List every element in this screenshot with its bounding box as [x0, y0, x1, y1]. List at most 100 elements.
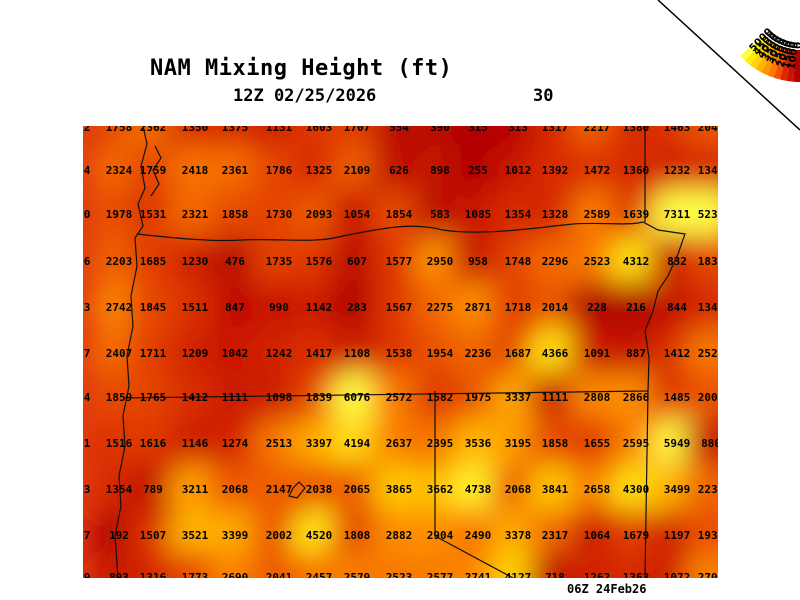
- heat-cell: [329, 234, 385, 290]
- grid-value: 1360: [623, 164, 650, 177]
- grid-value: 3499: [664, 483, 691, 496]
- grid-value: 1685: [140, 255, 167, 268]
- grid-value: 1758: [106, 126, 133, 134]
- legend-label: 1000: [787, 41, 800, 70]
- heat-cell: [450, 508, 506, 564]
- grid-value: 1111: [542, 391, 569, 404]
- coastline: [114, 126, 148, 578]
- oregon-idaho-border: [642, 221, 686, 392]
- heat-cell: [207, 508, 263, 564]
- grid-value: 626: [389, 164, 409, 177]
- heat-cell: [125, 550, 181, 578]
- grid-value: 2523: [584, 255, 611, 268]
- heat-cell: [329, 187, 385, 243]
- heat-field: [91, 126, 718, 578]
- grid-value: 2093: [306, 208, 333, 221]
- grid-value: 1858: [222, 208, 249, 221]
- grid-value: 1839: [306, 391, 333, 404]
- heat-cell: [608, 187, 664, 243]
- grid-value: 2882: [386, 529, 413, 542]
- grid-value: 4194: [344, 437, 371, 450]
- heat-cell: [371, 370, 427, 426]
- grid-value: 2236: [465, 347, 492, 360]
- heat-cell: [527, 143, 583, 199]
- grid-value: 1773: [182, 571, 209, 578]
- heat-cell: [207, 416, 263, 472]
- heat-cell: [683, 370, 718, 426]
- heat-cell: [125, 234, 181, 290]
- heat-cell: [608, 234, 664, 290]
- heat-cell: [450, 280, 506, 336]
- legend-wedge: [761, 44, 781, 76]
- grid-value: 2490: [465, 529, 492, 542]
- heat-cell: [167, 416, 223, 472]
- grid-edge-value: 4: [84, 164, 91, 177]
- grid-value: 192: [109, 529, 129, 542]
- grid-value: 1111: [222, 391, 249, 404]
- grid-value: 2741: [465, 571, 492, 578]
- grid-value: 2065: [344, 483, 371, 496]
- valid-time: 12Z 02/25/2026: [233, 86, 377, 106]
- grid-value: 2579: [344, 571, 371, 578]
- grid-value: 4312: [623, 255, 650, 268]
- grid-value: 847: [225, 301, 245, 314]
- grid-value: 1808: [344, 529, 371, 542]
- heat-cell: [569, 462, 625, 518]
- grid-value: 1859: [106, 391, 133, 404]
- grid-value: 315: [468, 126, 488, 134]
- grid-value: 583: [430, 208, 450, 221]
- grid-value: 2418: [182, 164, 209, 177]
- grid-value: 1616: [140, 437, 167, 450]
- grid-value: 476: [225, 255, 245, 268]
- grid-value: 3521: [182, 529, 209, 542]
- grid-edge-value: 7: [84, 529, 91, 542]
- grid-value: 1363: [623, 571, 650, 578]
- grid-value: 1978: [106, 208, 133, 221]
- heat-cell: [371, 280, 427, 336]
- grid-value: 1317: [542, 126, 569, 134]
- heat-cell: [527, 508, 583, 564]
- heat-cell: [207, 326, 263, 382]
- heat-cell: [683, 550, 718, 578]
- heat-cell: [125, 416, 181, 472]
- grid-value: 1582: [427, 391, 454, 404]
- heat-cell: [450, 462, 506, 518]
- grid-value: 3536: [465, 437, 492, 450]
- grid-value: 2362: [140, 126, 167, 134]
- heat-cell: [683, 234, 718, 290]
- grid-value: 1328: [542, 208, 569, 221]
- heat-cell: [207, 187, 263, 243]
- legend-wedge: [793, 49, 800, 82]
- grid-value: 898: [430, 164, 450, 177]
- grid-value: 1507: [140, 529, 167, 542]
- heat-cell: [527, 280, 583, 336]
- heat-cell: [608, 326, 664, 382]
- grid-value: 2808: [584, 391, 611, 404]
- grid-value: 1316: [140, 571, 167, 578]
- heat-cell: [371, 326, 427, 382]
- grid-value: 1538: [386, 347, 413, 360]
- grid-value: 2520: [698, 347, 718, 360]
- heat-cell: [683, 280, 718, 336]
- heat-cell: [683, 508, 718, 564]
- grid-value: 2317: [542, 529, 569, 542]
- grid-value: 1346: [698, 301, 718, 314]
- legend-wedge: [750, 39, 773, 69]
- heat-cell: [167, 326, 223, 382]
- grid-value: 3399: [222, 529, 249, 542]
- grid-edge-value: 2: [84, 126, 91, 134]
- grid-values: 1758 2362 1350 1375 1131 1603 1707 554 390 315 313…: [84, 126, 718, 578]
- heat-cell: [167, 280, 223, 336]
- grid-value: 1375: [222, 126, 249, 134]
- grid-value: 1142: [306, 301, 333, 314]
- grid-value: 2321: [182, 208, 209, 221]
- legend-diagonal: [657, 0, 800, 131]
- grid-value: 3195: [505, 437, 532, 450]
- heat-cell: [329, 462, 385, 518]
- heat-cell: [125, 462, 181, 518]
- heat-cell: [371, 462, 427, 518]
- heat-cell: [167, 143, 223, 199]
- grid-value: 1354: [106, 483, 133, 496]
- grid-value: 1325: [306, 164, 333, 177]
- grid-value: 283: [347, 301, 367, 314]
